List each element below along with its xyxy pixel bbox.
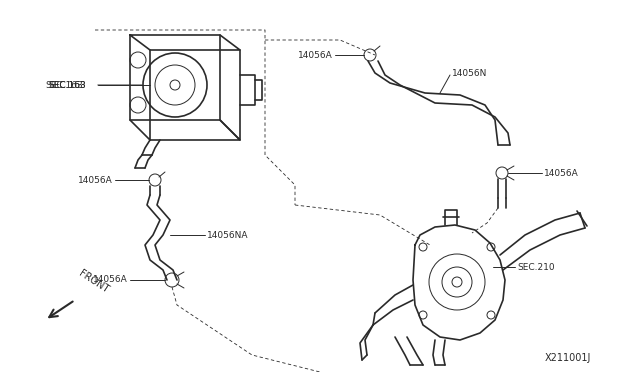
Text: 14056A: 14056A (298, 51, 333, 60)
Text: SEC.163: SEC.163 (48, 80, 86, 90)
Text: 14056A: 14056A (544, 169, 579, 177)
Text: 14056N: 14056N (452, 68, 488, 77)
Text: X211001J: X211001J (545, 353, 591, 363)
Text: SEC.163: SEC.163 (48, 80, 86, 90)
Text: 14056A: 14056A (78, 176, 113, 185)
Text: SEC.163: SEC.163 (45, 80, 83, 90)
Text: SEC.210: SEC.210 (517, 263, 555, 272)
Text: 14056A: 14056A (93, 276, 128, 285)
Text: 14056NA: 14056NA (207, 231, 248, 240)
Text: FRONT: FRONT (77, 269, 111, 295)
